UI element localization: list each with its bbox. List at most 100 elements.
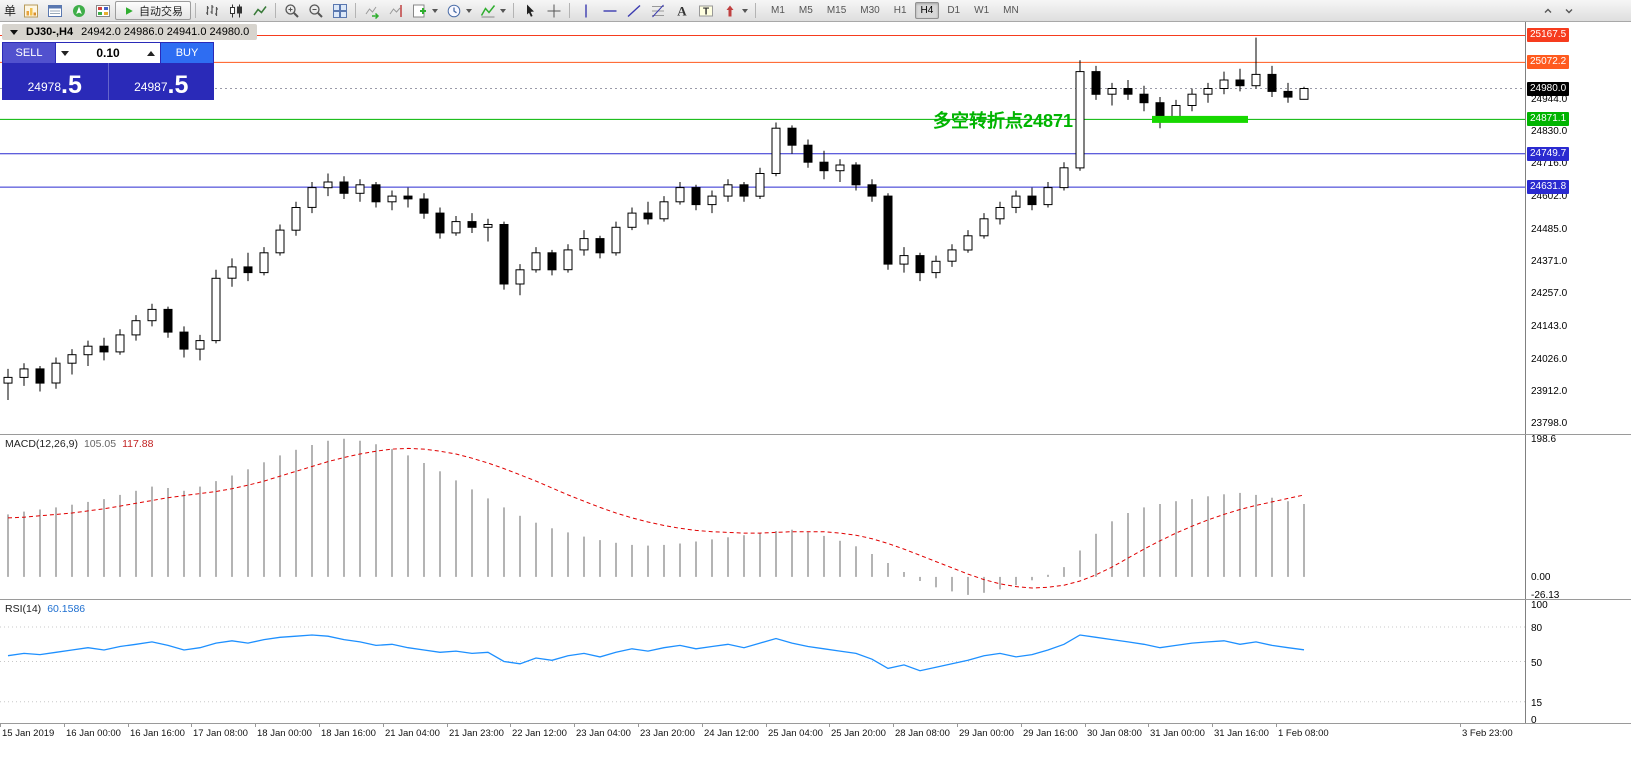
chevron-down-icon[interactable] xyxy=(432,8,439,13)
time-axis-tick xyxy=(447,724,448,727)
time-axis-label: 22 Jan 12:00 xyxy=(512,728,567,739)
text-icon[interactable]: A xyxy=(670,1,693,21)
time-axis-label: 25 Jan 20:00 xyxy=(831,728,886,739)
volume-increase-icon[interactable] xyxy=(147,50,155,56)
autotrade-button[interactable]: 自动交易 xyxy=(115,1,192,20)
time-axis-tick xyxy=(1021,724,1022,727)
timeframe-button-m1[interactable]: M1 xyxy=(771,5,785,16)
time-axis-label: 23 Jan 04:00 xyxy=(576,728,631,739)
time-axis-label: 21 Jan 04:00 xyxy=(385,728,440,739)
timeframe-button-mn[interactable]: MN xyxy=(1003,5,1019,16)
bar-chart-icon[interactable] xyxy=(200,1,223,21)
axis-scale-label: 15 xyxy=(1531,697,1543,709)
timeframe-button-h4[interactable]: H4 xyxy=(914,2,940,19)
chevron-down-icon[interactable] xyxy=(466,8,473,13)
terminal-icon[interactable] xyxy=(91,1,114,21)
chart-symbol-timeframe: DJ30-,H4 xyxy=(26,26,74,38)
time-axis-tick xyxy=(893,724,894,727)
toolbar-separator xyxy=(195,3,197,18)
auto-scroll-icon[interactable] xyxy=(360,1,383,21)
timeframe-button-m15[interactable]: M15 xyxy=(826,5,847,16)
market-watch-icon[interactable] xyxy=(19,1,42,21)
svg-text:A: A xyxy=(677,3,687,18)
buy-button[interactable]: BUY xyxy=(161,43,213,63)
toolbar-separator xyxy=(275,3,277,18)
timeframe-button-m30[interactable]: M30 xyxy=(860,5,880,16)
time-axis-label: 3 Feb 23:00 xyxy=(1462,728,1513,739)
axis-scale-label: 100 xyxy=(1531,600,1548,611)
time-axis-tick xyxy=(0,724,1,727)
time-axis-label: 15 Jan 2019 xyxy=(2,728,55,739)
sell-price[interactable]: 24978.5 xyxy=(27,70,82,99)
new-chart-icon[interactable] xyxy=(408,1,431,21)
vertical-line-icon[interactable] xyxy=(574,1,597,21)
axis-scale-label: 24257.0 xyxy=(1531,288,1568,300)
svg-text:T: T xyxy=(702,6,708,17)
axis-scale-label: 0.00 xyxy=(1531,571,1551,583)
fibonacci-icon[interactable] xyxy=(646,1,669,21)
volume-decrease-icon[interactable] xyxy=(61,50,69,56)
time-axis-tick xyxy=(510,724,511,727)
chart-symbol-menu-icon[interactable] xyxy=(10,29,18,35)
trendline-icon[interactable] xyxy=(622,1,645,21)
axis-scale-label: 24602.0 xyxy=(1531,190,1568,202)
time-axis-tick xyxy=(255,724,256,727)
periods-icon[interactable] xyxy=(442,1,465,21)
time-axis-label: 21 Jan 23:00 xyxy=(449,728,504,739)
price-level-chip: 24749.7 xyxy=(1527,146,1570,161)
buy-price[interactable]: 24987.5 xyxy=(107,63,215,100)
timeframe-button-m5[interactable]: M5 xyxy=(798,5,813,16)
rsi-panel[interactable] xyxy=(0,600,1525,723)
sell-button[interactable]: SELL xyxy=(3,43,55,63)
label-icon[interactable]: T xyxy=(694,1,717,21)
axis-scale-label: 0 xyxy=(1531,715,1537,726)
new-order-button[interactable]: 单 xyxy=(2,1,18,21)
line-chart-icon[interactable] xyxy=(248,1,271,21)
macd-panel[interactable] xyxy=(0,435,1525,599)
toolbar-overflow xyxy=(1540,3,1577,19)
arrow-icon[interactable] xyxy=(718,1,741,21)
toolbar-overflow-up-icon[interactable] xyxy=(1540,3,1556,19)
price-axis[interactable]: 25058.024944.024830.024716.024602.024485… xyxy=(1525,22,1631,726)
tile-windows-icon[interactable] xyxy=(328,1,351,21)
time-axis-tick xyxy=(1212,724,1213,727)
time-axis-tick xyxy=(829,724,830,727)
chevron-down-icon[interactable] xyxy=(500,8,507,13)
chart-plot-area[interactable] xyxy=(0,22,1525,434)
chevron-down-icon[interactable] xyxy=(742,8,749,13)
volume-input[interactable]: 0.10 xyxy=(56,43,160,63)
zoom-out-icon[interactable] xyxy=(304,1,327,21)
timeframe-button-w1[interactable]: W1 xyxy=(974,5,990,16)
crosshair-icon[interactable] xyxy=(542,1,565,21)
toolbar-separator xyxy=(755,3,757,18)
zoom-in-icon[interactable] xyxy=(280,1,303,21)
candlestick-chart-icon[interactable] xyxy=(224,1,247,21)
horizontal-line-icon[interactable] xyxy=(598,1,621,21)
time-axis[interactable]: 15 Jan 2019 16 Jan 00:00 16 Jan 16:00 17 Ja… xyxy=(0,724,1631,769)
cursor-icon[interactable] xyxy=(518,1,541,21)
chart-shift-icon[interactable] xyxy=(384,1,407,21)
timeframe-button-d1[interactable]: D1 xyxy=(947,5,961,16)
indicators-icon[interactable] xyxy=(476,1,499,21)
time-axis-label: 24 Jan 12:00 xyxy=(704,728,759,739)
toolbar-separator xyxy=(355,3,357,18)
time-axis-label: 25 Jan 04:00 xyxy=(768,728,823,739)
panel-divider[interactable] xyxy=(0,599,1631,600)
time-axis-tick xyxy=(766,724,767,727)
time-axis-tick xyxy=(1148,724,1149,727)
panel-divider[interactable] xyxy=(0,434,1631,435)
toolbar-overflow-down-icon[interactable] xyxy=(1561,3,1577,19)
axis-scale-label: 24944.0 xyxy=(1531,93,1568,105)
data-window-icon[interactable] xyxy=(43,1,66,21)
time-axis-tick xyxy=(702,724,703,727)
highlight-zone-bar[interactable] xyxy=(1152,115,1248,123)
time-axis-label: 1 Feb 08:00 xyxy=(1278,728,1329,739)
chart-annotation-text: 多空转折点24871 xyxy=(933,111,1074,131)
axis-scale-label: 80 xyxy=(1531,623,1543,634)
timeframe-button-h1[interactable]: H1 xyxy=(893,5,907,16)
volume-value[interactable]: 0.10 xyxy=(96,46,120,60)
price-level-chip: 24980.0 xyxy=(1527,81,1570,96)
autotrade-label: 自动交易 xyxy=(139,5,184,18)
navigator-icon[interactable] xyxy=(67,1,90,21)
panel-divider xyxy=(0,723,1631,724)
